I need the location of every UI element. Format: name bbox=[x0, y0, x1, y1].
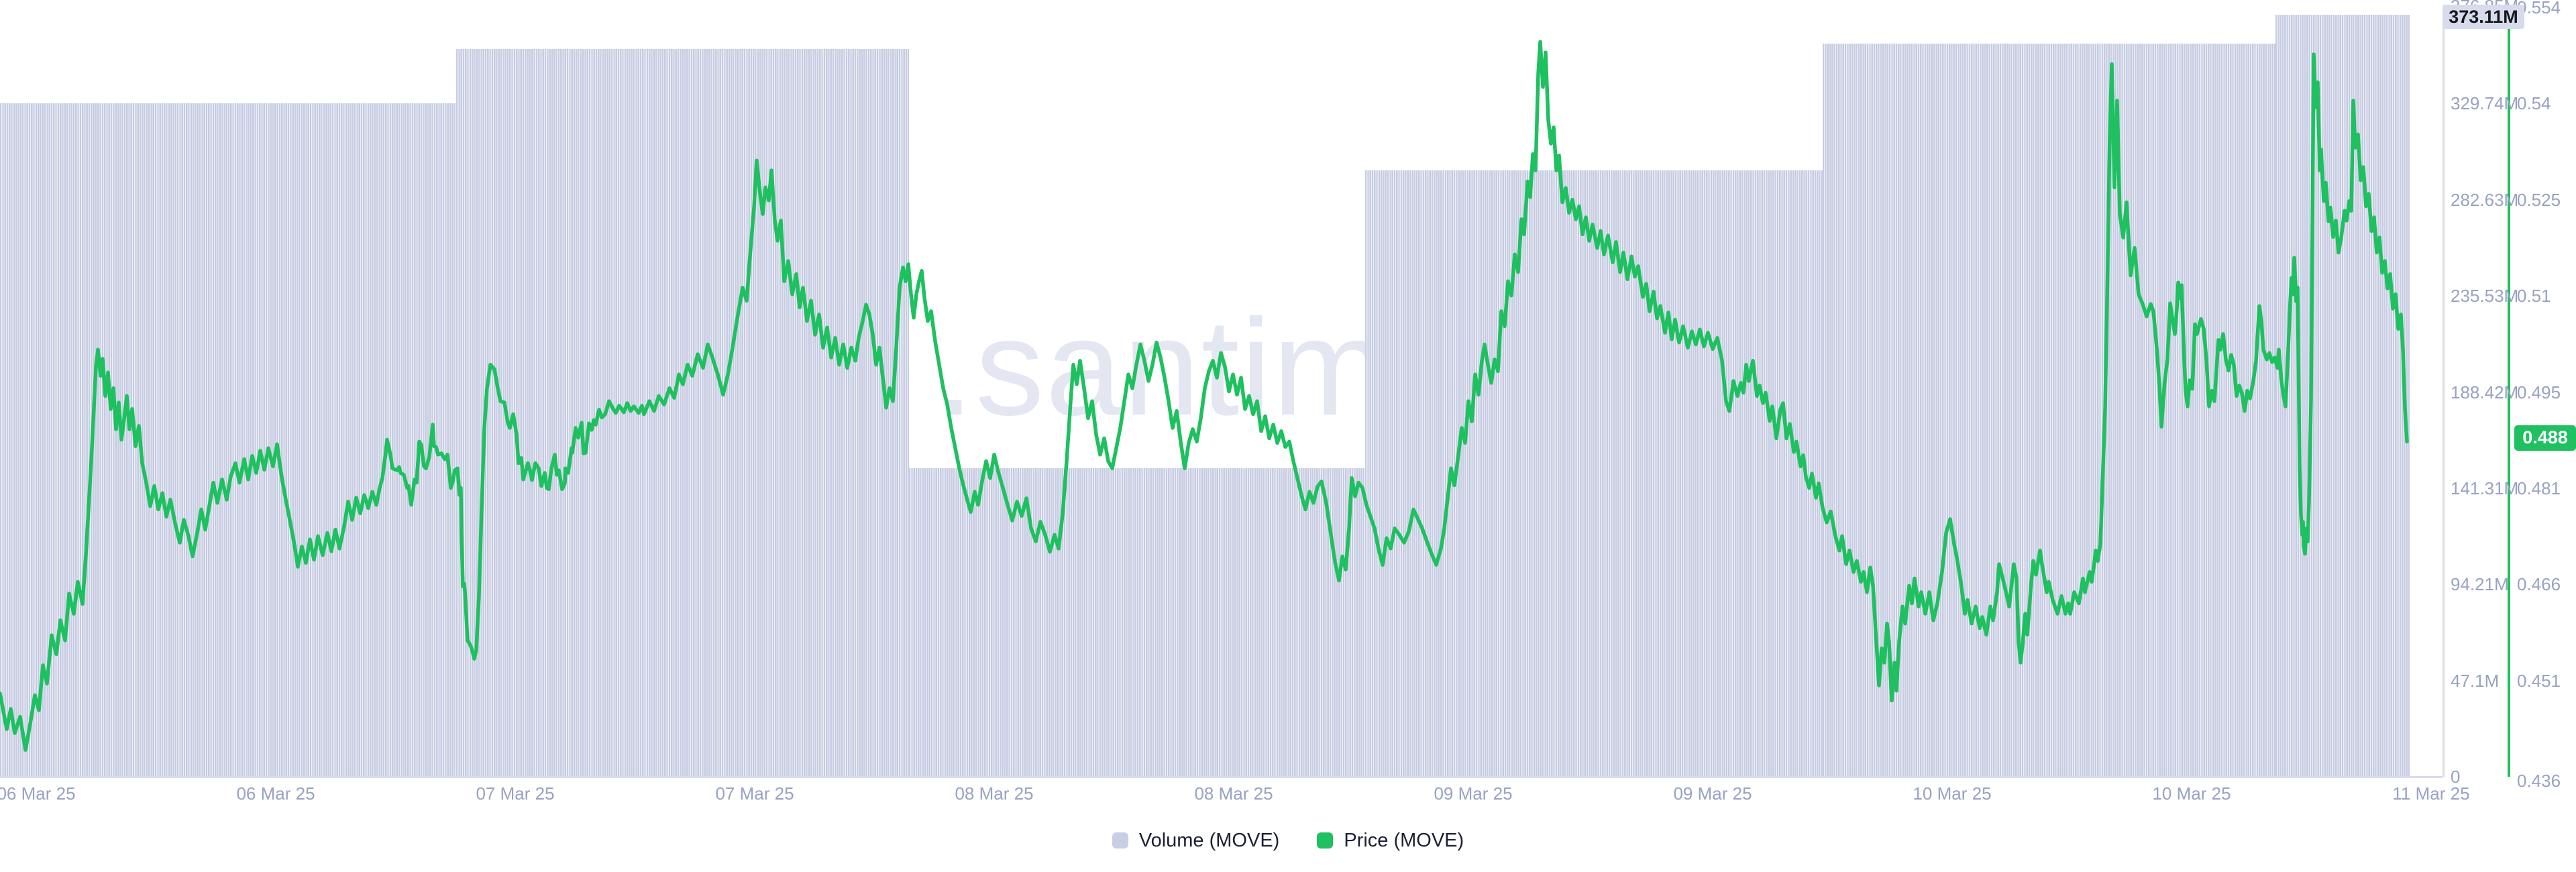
x-axis-line bbox=[0, 776, 2443, 778]
price-axis-line bbox=[2508, 17, 2510, 777]
volume-bar-block bbox=[1365, 170, 1823, 777]
volume-tick-label: 47.1M bbox=[2451, 670, 2500, 691]
current-price-badge: 0.488 bbox=[2514, 425, 2576, 451]
price-tick-label: 0.436 bbox=[2517, 771, 2561, 791]
date-tick-label: 11 Mar 25 bbox=[2392, 783, 2470, 804]
price-swatch-icon bbox=[1317, 832, 1334, 849]
volume-tick-label: 329.74M bbox=[2451, 93, 2519, 114]
volume-tick-label: 141.31M bbox=[2451, 478, 2519, 498]
date-tick-label: 06 Mar 25 bbox=[0, 783, 76, 804]
volume-tick-label: 282.63M bbox=[2451, 189, 2519, 210]
legend: Volume (MOVE) Price (MOVE) bbox=[0, 827, 2576, 854]
price-line bbox=[0, 40, 2409, 752]
date-tick-label: 07 Mar 25 bbox=[715, 783, 794, 804]
volume-axis-line bbox=[2443, 5, 2445, 777]
legend-item-volume[interactable]: Volume (MOVE) bbox=[1112, 829, 1280, 852]
price-tick-label: 0.451 bbox=[2517, 670, 2561, 691]
volume-tick-label: 0 bbox=[2451, 767, 2461, 787]
volume-tick-label: 188.42M bbox=[2451, 382, 2519, 402]
price-tick-label: 0.51 bbox=[2517, 286, 2551, 307]
volume-bar-block bbox=[0, 103, 456, 777]
date-tick-label: 08 Mar 25 bbox=[1194, 783, 1273, 804]
legend-label-volume: Volume (MOVE) bbox=[1138, 829, 1280, 851]
date-tick-label: 07 Mar 25 bbox=[476, 783, 555, 804]
date-tick-label: 09 Mar 25 bbox=[1434, 783, 1513, 804]
price-tick-label: 0.466 bbox=[2517, 574, 2561, 595]
date-tick-label: 10 Mar 25 bbox=[2152, 783, 2231, 804]
date-tick-label: 09 Mar 25 bbox=[1673, 783, 1752, 804]
date-tick-label: 06 Mar 25 bbox=[236, 783, 315, 804]
date-tick-label: 08 Mar 25 bbox=[955, 783, 1034, 804]
price-tick-label: 0.54 bbox=[2517, 93, 2551, 114]
price-tick-label: 0.495 bbox=[2517, 382, 2561, 402]
volume-swatch-icon bbox=[1112, 832, 1128, 849]
legend-label-price: Price (MOVE) bbox=[1344, 829, 1464, 851]
volume-bar-block bbox=[456, 48, 909, 777]
legend-item-price[interactable]: Price (MOVE) bbox=[1317, 830, 1464, 852]
volume-tick-label: 94.21M bbox=[2451, 574, 2509, 595]
current-volume-badge: 373.11M bbox=[2443, 5, 2524, 29]
volume-tick-label: 235.53M bbox=[2451, 286, 2519, 307]
price-tick-label: 0.525 bbox=[2517, 189, 2561, 210]
volume-bar-block bbox=[909, 468, 1365, 777]
price-tick-label: 0.481 bbox=[2517, 478, 2561, 498]
date-tick-label: 10 Mar 25 bbox=[1913, 783, 1992, 804]
